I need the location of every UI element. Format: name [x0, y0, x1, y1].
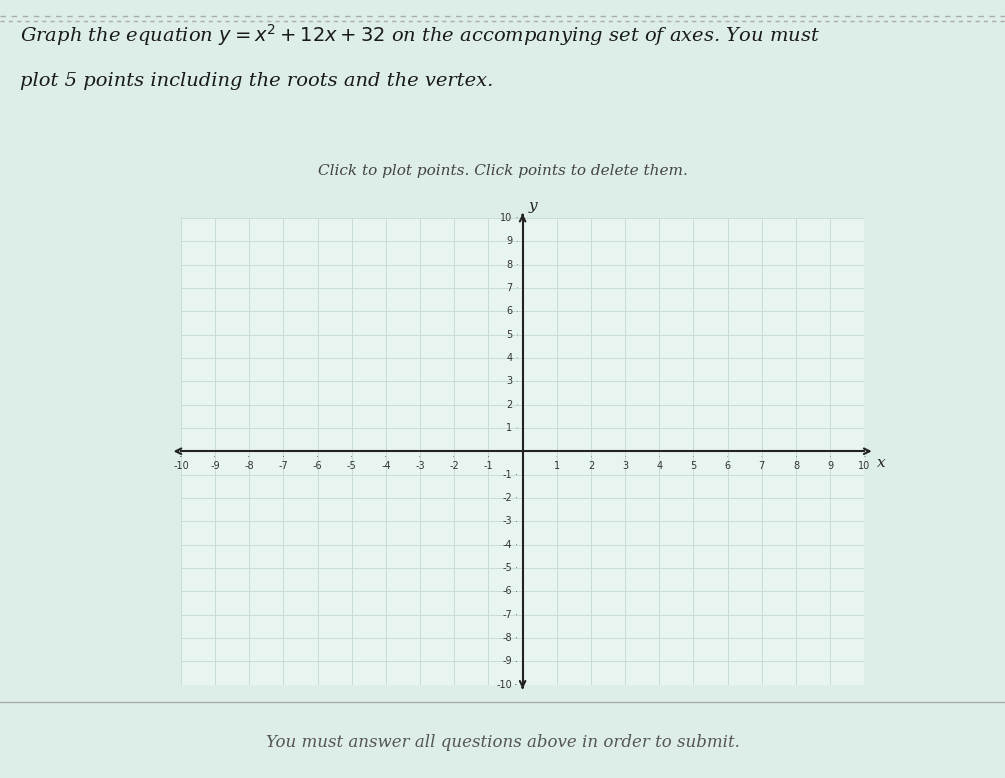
Text: 1: 1: [507, 423, 513, 433]
Text: 6: 6: [507, 307, 513, 316]
Text: Graph the equation $y = x^2 + 12x + 32$ on the accompanying set of axes. You mus: Graph the equation $y = x^2 + 12x + 32$ …: [20, 22, 820, 47]
Text: 7: 7: [759, 461, 765, 471]
Text: -6: -6: [502, 587, 513, 596]
Text: -4: -4: [502, 540, 513, 549]
Text: -5: -5: [502, 563, 513, 573]
Text: y: y: [529, 199, 537, 213]
Text: -1: -1: [502, 470, 513, 479]
Text: -9: -9: [210, 461, 220, 471]
Text: 10: 10: [858, 461, 870, 471]
Text: 4: 4: [656, 461, 662, 471]
Text: -10: -10: [496, 680, 513, 689]
Text: 10: 10: [500, 213, 513, 223]
Text: -7: -7: [278, 461, 288, 471]
Text: -4: -4: [381, 461, 391, 471]
Text: -2: -2: [502, 493, 513, 503]
Text: -1: -1: [483, 461, 493, 471]
Text: 4: 4: [507, 353, 513, 363]
Text: -5: -5: [347, 461, 357, 471]
Text: Click to plot points. Click points to delete them.: Click to plot points. Click points to de…: [318, 164, 687, 178]
Text: plot 5 points including the roots and the vertex.: plot 5 points including the roots and th…: [20, 72, 493, 89]
Text: 2: 2: [507, 400, 513, 409]
Text: 2: 2: [588, 461, 594, 471]
Text: 3: 3: [622, 461, 628, 471]
Text: 1: 1: [554, 461, 560, 471]
Text: -3: -3: [502, 517, 513, 526]
Text: 9: 9: [827, 461, 833, 471]
Text: You must answer all questions above in order to submit.: You must answer all questions above in o…: [265, 734, 740, 752]
Text: -9: -9: [502, 657, 513, 666]
Text: -8: -8: [244, 461, 254, 471]
Text: 3: 3: [507, 377, 513, 386]
Text: -6: -6: [313, 461, 323, 471]
Text: 5: 5: [507, 330, 513, 339]
Text: -2: -2: [449, 461, 459, 471]
Text: -7: -7: [502, 610, 513, 619]
Text: -8: -8: [502, 633, 513, 643]
Text: -10: -10: [173, 461, 189, 471]
Text: 8: 8: [507, 260, 513, 269]
Text: 9: 9: [507, 237, 513, 246]
Text: 8: 8: [793, 461, 799, 471]
Text: x: x: [877, 456, 885, 470]
Text: 7: 7: [507, 283, 513, 293]
Text: 6: 6: [725, 461, 731, 471]
Text: 5: 5: [690, 461, 696, 471]
Text: -3: -3: [415, 461, 425, 471]
